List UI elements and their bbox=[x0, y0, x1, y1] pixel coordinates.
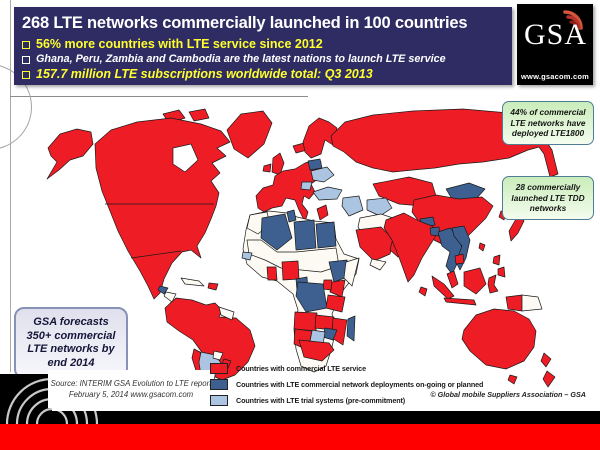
decor-vertical-line bbox=[10, 0, 11, 372]
legend-swatch-commercial bbox=[210, 362, 228, 374]
country-philippines-north bbox=[492, 254, 501, 266]
callout-lte1800: 44% of commercial LTE networks have depl… bbox=[502, 101, 594, 145]
legend-label: Countries with LTE commercial network de… bbox=[236, 379, 484, 389]
country-indonesia-java bbox=[443, 297, 477, 306]
country-belarus bbox=[307, 158, 323, 171]
country-madagascar bbox=[346, 315, 356, 342]
bullet-text: Ghana, Peru, Zambia and Cambodia are the… bbox=[36, 53, 446, 65]
country-libya bbox=[293, 219, 317, 251]
gsa-logo-text: GSA bbox=[524, 18, 588, 51]
country-saudi-arabia bbox=[355, 226, 395, 262]
map-legend: Countries with commercial LTE service Co… bbox=[210, 360, 483, 408]
country-australia bbox=[461, 308, 537, 370]
country-turkey bbox=[312, 186, 343, 201]
country-sri-lanka bbox=[418, 286, 428, 297]
legend-label: Countries with LTE trial systems (pre-co… bbox=[236, 395, 406, 405]
country-hispaniola bbox=[207, 282, 219, 291]
bullet-item: 157.7 million LTE subscriptions worldwid… bbox=[22, 67, 512, 82]
country-philippines-south bbox=[497, 266, 506, 278]
country-ukraine bbox=[310, 166, 335, 183]
bullet-square-icon bbox=[22, 55, 30, 64]
country-malaysia bbox=[446, 270, 459, 289]
country-greenland bbox=[226, 110, 273, 159]
country-angola bbox=[293, 311, 318, 332]
country-tasmania bbox=[507, 374, 518, 385]
country-uk bbox=[271, 152, 285, 176]
gsa-arcs-icon bbox=[563, 10, 583, 30]
country-central-asia bbox=[366, 197, 393, 217]
legend-label: Countries with commercial LTE service bbox=[236, 363, 366, 373]
legend-swatch-planned bbox=[210, 378, 228, 390]
world-map bbox=[46, 108, 559, 395]
country-greece bbox=[316, 204, 329, 221]
country-new-zealand-north bbox=[540, 352, 552, 368]
legend-swatch-trial bbox=[210, 394, 228, 406]
bullet-text: 56% more countries with LTE service sinc… bbox=[36, 37, 323, 51]
source-line2: February 5, 2014 www.gsacom.com bbox=[68, 390, 194, 399]
country-cambodia bbox=[454, 253, 465, 265]
bullet-item: Ghana, Peru, Zambia and Cambodia are the… bbox=[22, 52, 512, 67]
country-indonesia-sumatra bbox=[431, 275, 455, 300]
bullet-text: 157.7 million LTE subscriptions worldwid… bbox=[36, 67, 373, 81]
country-ghana bbox=[266, 266, 278, 281]
country-guatemala bbox=[157, 285, 169, 295]
title-banner: 268 LTE networks commercially launched i… bbox=[14, 7, 512, 85]
country-alaska bbox=[46, 128, 94, 180]
country-hudson-bay bbox=[172, 143, 199, 173]
legend-item: Countries with LTE trial systems (pre-co… bbox=[210, 392, 483, 408]
source-note: Source: INTERIM GSA Evolution to LTE rep… bbox=[48, 370, 214, 408]
country-south-africa bbox=[298, 339, 335, 362]
legend-item: Countries with commercial LTE service bbox=[210, 360, 483, 376]
country-guyanas bbox=[218, 306, 235, 321]
country-vietnam bbox=[451, 225, 471, 271]
country-algeria bbox=[260, 213, 293, 251]
gsa-logo: GSA www.gsacom.com bbox=[517, 4, 593, 85]
country-paraguay bbox=[212, 350, 224, 361]
callout-tdd: 28 commercially launched LTE TDD network… bbox=[502, 176, 594, 220]
country-egypt bbox=[315, 221, 337, 249]
country-tanzania bbox=[325, 294, 346, 313]
gsa-url: www.gsacom.com bbox=[521, 72, 589, 81]
country-uganda bbox=[322, 279, 333, 291]
country-north-america bbox=[94, 117, 231, 300]
bullet-item: 56% more countries with LTE service sinc… bbox=[22, 37, 512, 52]
copyright-note: © Global mobile Suppliers Association – … bbox=[430, 390, 586, 399]
country-senegal bbox=[241, 251, 253, 261]
slide-title: 268 LTE networks commercially launched i… bbox=[22, 14, 468, 32]
country-ireland bbox=[262, 163, 272, 173]
country-papua-new-guinea bbox=[521, 294, 543, 312]
country-zambia bbox=[314, 314, 335, 331]
source-line1: Source: INTERIM GSA Evolution to LTE rep… bbox=[50, 379, 212, 388]
country-romania bbox=[300, 181, 313, 191]
bullet-list: 56% more countries with LTE service sinc… bbox=[14, 33, 512, 82]
country-drc bbox=[295, 281, 328, 313]
country-cuba bbox=[180, 277, 205, 287]
country-indonesia-borneo bbox=[463, 267, 487, 295]
country-west-papua bbox=[505, 294, 523, 312]
bullet-square-icon bbox=[22, 40, 30, 49]
country-russia bbox=[330, 108, 559, 178]
bottom-red-bar bbox=[0, 424, 600, 450]
country-yemen bbox=[369, 258, 387, 271]
country-india bbox=[383, 212, 439, 283]
country-tunisia bbox=[286, 209, 297, 223]
decor-horizontal-line bbox=[10, 96, 308, 97]
na-internal-borders bbox=[105, 203, 214, 259]
country-taiwan bbox=[478, 242, 486, 252]
country-nigeria bbox=[281, 260, 300, 281]
country-indonesia-sulawesi bbox=[487, 274, 499, 294]
bullet-square-icon bbox=[22, 70, 30, 79]
legend-item: Countries with LTE commercial network de… bbox=[210, 376, 483, 392]
country-arctic-islands-b bbox=[188, 108, 210, 122]
country-new-zealand-south bbox=[542, 370, 556, 388]
country-mongolia bbox=[445, 182, 486, 200]
country-somalia bbox=[343, 257, 360, 287]
country-iraq-syria bbox=[341, 195, 364, 217]
